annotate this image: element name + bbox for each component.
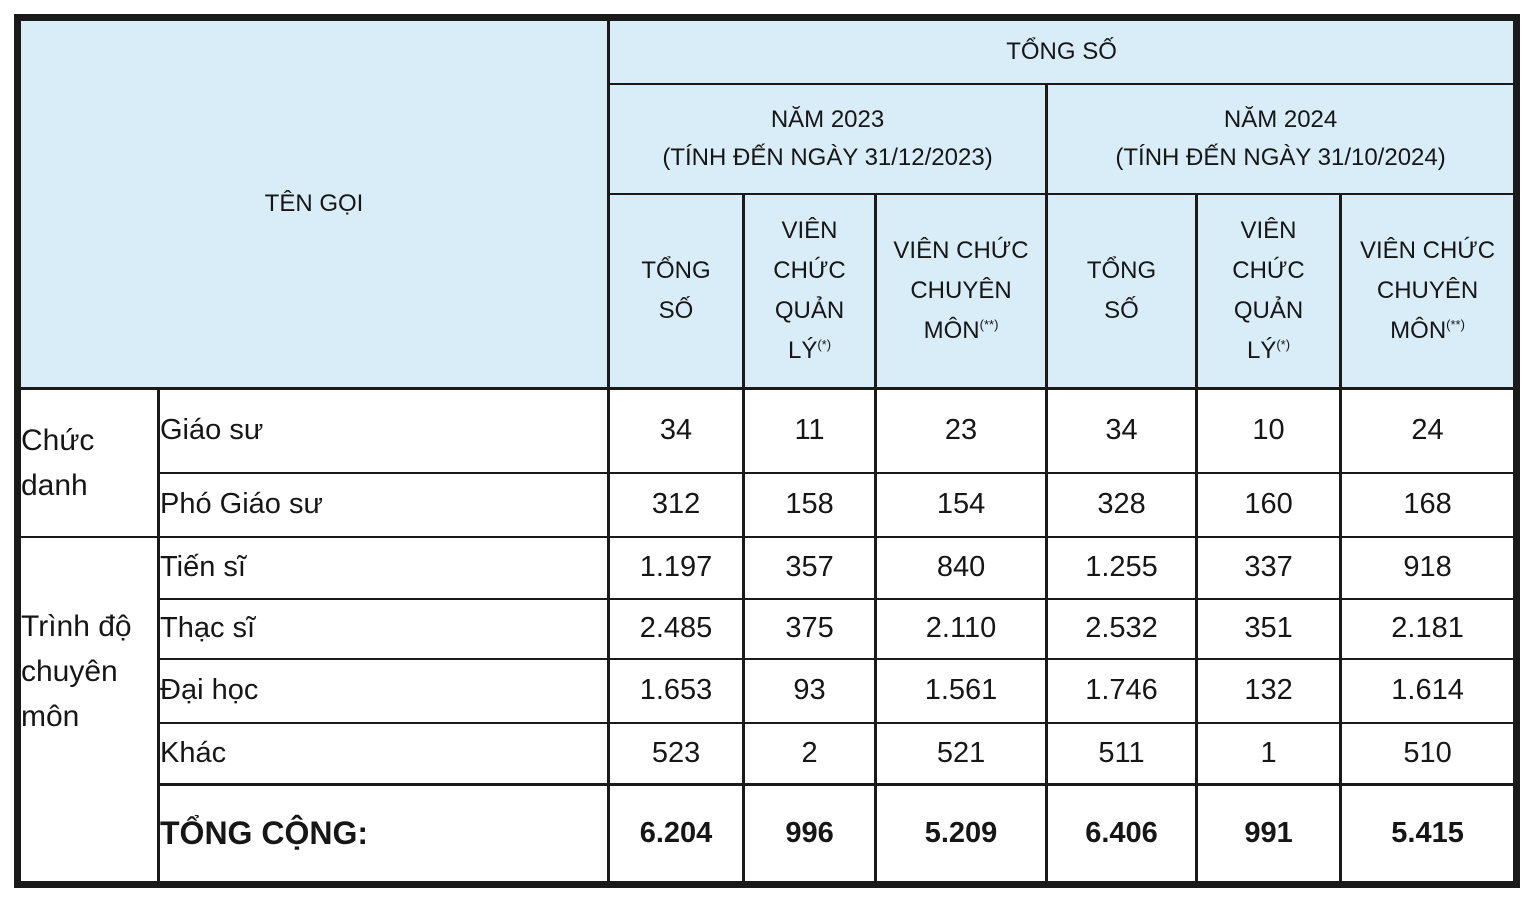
table-row-total: TỔNG CỘNG: 6.204 996 5.209 6.406 991 5.4…: [18, 783, 1519, 886]
table-row-thac-si: Thạc sĩ 2.485 375 2.110 2.532 351 2.181: [18, 597, 1519, 660]
value-cell: 510: [1339, 721, 1519, 786]
footnote-marker: (**): [979, 316, 999, 332]
subheader-tong-so-2024: TỔNG SỐ: [1045, 192, 1199, 390]
value-cell: 132: [1195, 657, 1343, 724]
table-row-giao-su: Chức danh Giáo sư 34 11 23 34 10 24: [16, 387, 1519, 538]
table-header: TÊN GỌI TỔNG SỐ NĂM 2023 (TÍNH ĐẾN NGÀY …: [15, 16, 1519, 390]
group-label-chuc-danh: Chức danh: [16, 387, 160, 538]
total-value-cell: 6.406: [1045, 783, 1199, 886]
value-cell: 93: [742, 657, 878, 724]
footnote-marker: (*): [817, 336, 832, 352]
table-row-pho-giao-su: Phó Giáo sư 312 158 154 328 160 168: [18, 471, 1519, 538]
row-label: Khác: [156, 721, 611, 786]
value-cell: 11: [742, 387, 878, 474]
subheader-vien-chuc-chuyen-mon-2023: VIÊN CHỨC CHUYÊN MÔN(**): [874, 192, 1049, 390]
value-cell: 23: [874, 387, 1049, 474]
header-nam-2024: NĂM 2024 (TÍNH ĐẾN NGÀY 31/10/2024): [1045, 82, 1519, 195]
value-cell: 351: [1195, 597, 1343, 660]
nam-2024-title: NĂM 2024: [1223, 105, 1338, 133]
row-label: Tiến sĩ: [156, 535, 611, 600]
nam-2024-subtitle: (TÍNH ĐẾN NGÀY 31/10/2024): [1115, 143, 1446, 171]
value-cell: 523: [607, 721, 746, 786]
value-cell: 10: [1195, 387, 1343, 474]
value-cell: 1.255: [1045, 535, 1199, 600]
value-cell: 24: [1339, 387, 1519, 474]
table-row-khac: Khác 523 2 521 511 1 510: [18, 721, 1519, 786]
value-cell: 1.197: [607, 535, 746, 600]
total-value-cell: 5.415: [1339, 783, 1519, 886]
header-row-subcolumns: TỔNG SỐ VIÊN CHỨC QUẢN LÝ(*) VIÊN CHỨC C…: [18, 192, 1519, 390]
value-cell: 34: [1045, 387, 1199, 474]
subheader-tong-so-2023: TỔNG SỐ: [607, 192, 746, 390]
value-cell: 1.561: [874, 657, 1049, 724]
subheader-vien-chuc-quan-ly-2024: VIÊN CHỨC QUẢN LÝ(*): [1195, 192, 1343, 390]
nam-2023-title: NĂM 2023: [770, 105, 885, 133]
total-value-cell: 991: [1195, 783, 1343, 886]
value-cell: 2: [742, 721, 878, 786]
header-nam-2023: NĂM 2023 (TÍNH ĐẾN NGÀY 31/12/2023): [607, 82, 1049, 195]
value-cell: 357: [742, 535, 878, 600]
value-cell: 375: [742, 597, 878, 660]
value-cell: 2.110: [874, 597, 1049, 660]
nam-2023-subtitle: (TÍNH ĐẾN NGÀY 31/12/2023): [662, 143, 993, 171]
value-cell: 1.653: [607, 657, 746, 724]
table-row-tien-si: Trình độ chuyên môn Tiến sĩ 1.197 357 84…: [16, 535, 1519, 886]
value-cell: 168: [1339, 471, 1519, 538]
value-cell: 918: [1339, 535, 1519, 600]
value-cell: 34: [607, 387, 746, 474]
total-label: TỔNG CỘNG:: [156, 783, 611, 886]
total-value-cell: 6.204: [607, 783, 746, 886]
header-row-years: NĂM 2023 (TÍNH ĐẾN NGÀY 31/12/2023) NĂM …: [18, 82, 1519, 195]
value-cell: 312: [607, 471, 746, 538]
header-tong-so: TỔNG SỐ: [607, 16, 1519, 85]
table-row-dai-hoc: Đại học 1.653 93 1.561 1.746 132 1.614: [18, 657, 1519, 724]
table-body: Chức danh Giáo sư 34 11 23 34 10 24 Phó …: [16, 387, 1519, 886]
value-cell: 2.485: [607, 597, 746, 660]
staff-statistics-table: TÊN GỌI TỔNG SỐ NĂM 2023 (TÍNH ĐẾN NGÀY …: [14, 14, 1521, 888]
row-label: Phó Giáo sư: [156, 471, 611, 538]
value-cell: 521: [874, 721, 1049, 786]
footnote-marker: (**): [1446, 316, 1465, 332]
value-cell: 2.532: [1045, 597, 1199, 660]
subheader-vien-chuc-quan-ly-2023: VIÊN CHỨC QUẢN LÝ(*): [742, 192, 878, 390]
document-page: TÊN GỌI TỔNG SỐ NĂM 2023 (TÍNH ĐẾN NGÀY …: [14, 14, 1521, 888]
value-cell: 1.746: [1045, 657, 1199, 724]
total-value-cell: 996: [742, 783, 878, 886]
value-cell: 337: [1195, 535, 1343, 600]
value-cell: 154: [874, 471, 1049, 538]
value-cell: 840: [874, 535, 1049, 600]
row-label: Đại học: [156, 657, 611, 724]
row-label: Giáo sư: [156, 387, 611, 474]
value-cell: 158: [742, 471, 878, 538]
row-label: Thạc sĩ: [156, 597, 611, 660]
footnote-marker: (*): [1276, 336, 1291, 352]
value-cell: 1: [1195, 721, 1343, 786]
value-cell: 160: [1195, 471, 1343, 538]
subheader-vien-chuc-chuyen-mon-2024: VIÊN CHỨC CHUYÊN MÔN(**): [1339, 192, 1519, 390]
total-value-cell: 5.209: [874, 783, 1049, 886]
value-cell: 328: [1045, 471, 1199, 538]
header-row-top: TÊN GỌI TỔNG SỐ: [15, 16, 1519, 390]
group-label-trinh-do-chuyen-mon: Trình độ chuyên môn: [16, 535, 160, 886]
value-cell: 511: [1045, 721, 1199, 786]
value-cell: 2.181: [1339, 597, 1519, 660]
header-ten-goi: TÊN GỌI: [15, 16, 611, 390]
value-cell: 1.614: [1339, 657, 1519, 724]
